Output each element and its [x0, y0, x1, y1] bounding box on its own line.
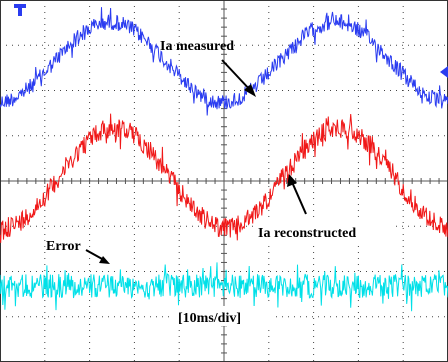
error-label: Error	[46, 239, 81, 254]
oscilloscope-screen: Ia measured Ia reconstructed Error [10ms…	[0, 0, 448, 362]
time-scale: [10ms/div]	[178, 311, 241, 326]
measured-label: Ia measured	[160, 39, 234, 54]
reconstructed-label: Ia reconstructed	[258, 226, 356, 241]
